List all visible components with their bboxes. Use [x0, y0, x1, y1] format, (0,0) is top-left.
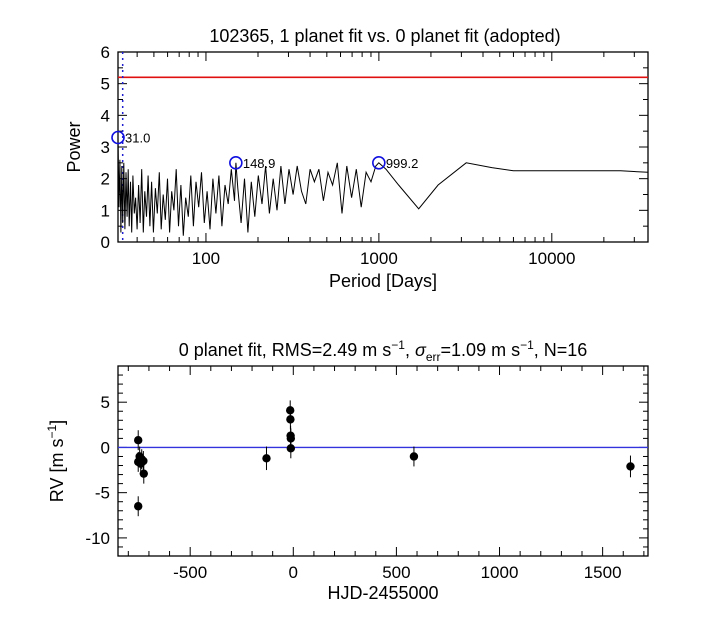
- rv-y-label-end: ]: [47, 420, 67, 425]
- periodogram-curve: [117, 137, 649, 236]
- y-tick-label: 4: [101, 106, 110, 125]
- rv-y-ticks: -10 -5 0 5: [85, 365, 648, 548]
- rv-frame: [117, 365, 649, 557]
- peak-marker: [372, 156, 386, 170]
- rv-title-before: 0 planet fit, RMS=2.49 m s: [179, 340, 392, 360]
- rv-y-label-sup: −1: [45, 425, 59, 439]
- rv-point: [626, 462, 635, 471]
- x-tick-label: 100: [192, 249, 220, 268]
- x-tick-label: 1500: [584, 563, 622, 582]
- peak-marker: [229, 156, 243, 170]
- peak-label: 999.2: [386, 156, 419, 171]
- y-tick-label: 6: [101, 43, 110, 62]
- rv-point: [134, 502, 143, 511]
- rv-x-label: HJD-2455000: [327, 583, 438, 603]
- y-tick-label: 5: [101, 75, 110, 94]
- rv-point: [286, 434, 296, 443]
- rv-panel: 0 planet fit, RMS=2.49 m s−1, σerr=1.09 …: [45, 338, 649, 603]
- rv-title-sup1: −1: [391, 338, 405, 352]
- rv-title-after: , N=16: [534, 340, 588, 360]
- y-tick-label: 0: [101, 233, 110, 252]
- y-tick-label: 2: [101, 170, 110, 189]
- periodogram-x-ticks: 100 1000 10000: [136, 52, 635, 268]
- y-tick-label: 3: [101, 138, 110, 157]
- rv-points: [134, 400, 635, 517]
- rv-x-ticks: -500 0 500 1000 1500: [127, 366, 645, 582]
- y-tick-label: -10: [85, 529, 110, 548]
- x-tick-label: 10000: [528, 249, 575, 268]
- x-tick-label: 1000: [360, 249, 398, 268]
- rv-y-label-main: RV [m s: [47, 439, 67, 503]
- rv-title-mid1: ,: [405, 340, 415, 360]
- rv-title-sup2: −1: [520, 338, 534, 352]
- rv-title: 0 planet fit, RMS=2.49 m s−1, σerr=1.09 …: [179, 338, 588, 364]
- rv-title-sigma: σ: [415, 340, 427, 360]
- rv-point: [286, 444, 296, 453]
- peak-label: 148.9: [243, 156, 276, 171]
- y-tick-label: 5: [101, 393, 110, 412]
- x-tick-label: 500: [382, 563, 410, 582]
- periodogram-y-ticks: 0 1 2 3 4 5 6: [101, 43, 648, 252]
- y-tick-label: 1: [101, 201, 110, 220]
- periodogram-x-label: Period [Days]: [329, 271, 437, 291]
- y-tick-label: -5: [95, 484, 110, 503]
- periodogram-panel: 102365, 1 planet fit vs. 0 planet fit (a…: [64, 26, 649, 291]
- peak-label: 31.0: [125, 131, 150, 146]
- periodogram-y-label: Power: [64, 121, 84, 172]
- rv-point: [286, 415, 295, 424]
- rv-y-label: RV [m s−1]: [45, 420, 67, 502]
- rv-point: [139, 456, 148, 466]
- peak-marker: [111, 130, 125, 145]
- x-tick-label: -500: [173, 563, 207, 582]
- periodogram-peaks: 31.0 148.9 999.2: [111, 130, 419, 171]
- rv-title-mid2: =1.09 m s: [441, 340, 521, 360]
- x-tick-label: 1000: [481, 563, 519, 582]
- rv-title-sub: err: [426, 350, 441, 364]
- y-tick-label: 0: [101, 438, 110, 457]
- periodogram-frame: [117, 51, 649, 243]
- rv-point: [262, 454, 271, 463]
- rv-point: [409, 452, 419, 461]
- rv-point: [139, 469, 148, 478]
- rv-point: [134, 435, 143, 445]
- periodogram-title: 102365, 1 planet fit vs. 0 planet fit (a…: [209, 26, 560, 46]
- x-tick-label: 0: [289, 563, 298, 582]
